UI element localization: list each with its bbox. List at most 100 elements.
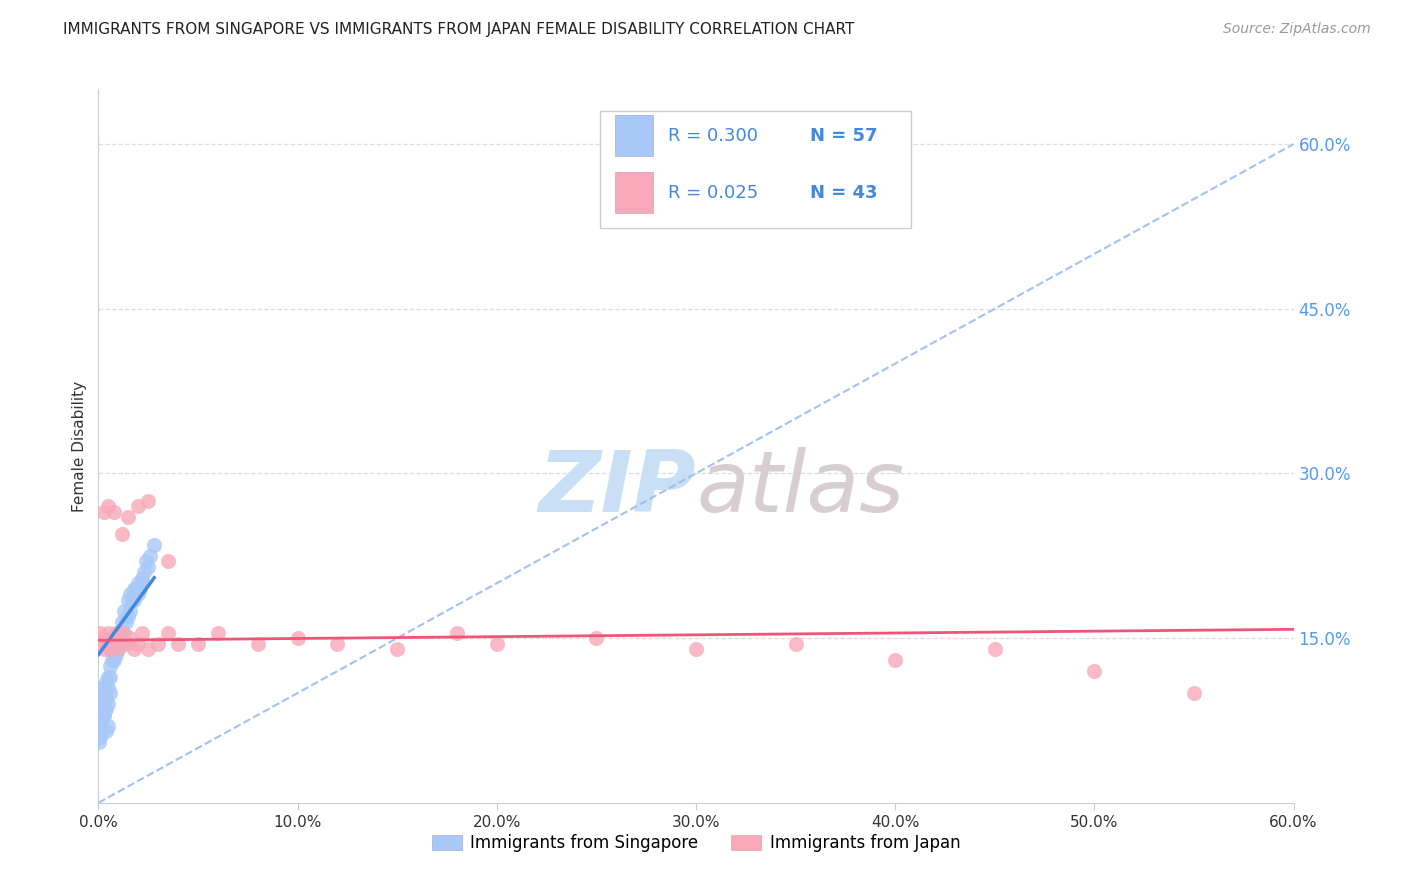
Point	[89, 724, 111, 739]
Text: ZIP: ZIP	[538, 447, 696, 531]
Point	[111, 631, 134, 645]
Point	[135, 554, 157, 568]
Point	[124, 582, 146, 596]
Point	[127, 587, 149, 601]
Point	[148, 637, 170, 651]
Point	[884, 653, 907, 667]
Point	[127, 576, 149, 591]
FancyBboxPatch shape	[614, 115, 652, 156]
Point	[93, 708, 115, 723]
Point	[96, 691, 118, 706]
Point	[207, 625, 229, 640]
Point	[124, 642, 146, 657]
Point	[110, 625, 132, 640]
Point	[129, 582, 152, 596]
Point	[89, 730, 111, 744]
Point	[93, 642, 115, 657]
Text: N = 43: N = 43	[810, 184, 877, 202]
Point	[124, 592, 146, 607]
Point	[96, 724, 118, 739]
Legend: Immigrants from Singapore, Immigrants from Japan: Immigrants from Singapore, Immigrants fr…	[425, 828, 967, 859]
Point	[167, 637, 190, 651]
Point	[685, 642, 707, 657]
Point	[97, 681, 120, 695]
FancyBboxPatch shape	[614, 172, 652, 213]
Point	[134, 566, 156, 580]
Point	[115, 615, 138, 629]
Point	[101, 642, 124, 657]
Point	[105, 625, 128, 640]
Point	[485, 637, 508, 651]
Point	[98, 658, 122, 673]
Y-axis label: Female Disability: Female Disability	[72, 380, 87, 512]
Text: N = 57: N = 57	[810, 127, 877, 145]
Point	[446, 625, 468, 640]
Point	[110, 637, 132, 651]
Point	[107, 642, 129, 657]
Point	[97, 625, 120, 640]
Point	[89, 702, 111, 716]
Point	[105, 648, 128, 662]
Point	[785, 637, 807, 651]
Point	[96, 637, 118, 651]
Point	[90, 714, 112, 728]
Point	[91, 631, 114, 645]
Point	[117, 609, 139, 624]
Point	[93, 708, 115, 723]
Point	[111, 526, 134, 541]
Point	[112, 625, 135, 640]
Point	[246, 637, 269, 651]
Point	[103, 637, 125, 651]
Point	[93, 505, 115, 519]
Point	[101, 653, 124, 667]
Point	[91, 681, 114, 695]
Text: atlas: atlas	[696, 447, 904, 531]
Point	[120, 587, 142, 601]
Point	[157, 625, 180, 640]
Point	[127, 500, 149, 514]
Point	[585, 631, 607, 645]
Point	[136, 559, 159, 574]
Point	[98, 669, 122, 683]
Point	[115, 637, 138, 651]
Text: IMMIGRANTS FROM SINGAPORE VS IMMIGRANTS FROM JAPAN FEMALE DISABILITY CORRELATION: IMMIGRANTS FROM SINGAPORE VS IMMIGRANTS …	[63, 22, 855, 37]
Point	[103, 631, 125, 645]
FancyBboxPatch shape	[600, 111, 911, 228]
Point	[107, 642, 129, 657]
Point	[136, 494, 159, 508]
Point	[105, 637, 128, 651]
Point	[89, 719, 111, 733]
Text: R = 0.025: R = 0.025	[668, 184, 759, 202]
Point	[131, 625, 153, 640]
Point	[143, 538, 166, 552]
Point	[112, 604, 135, 618]
Point	[107, 625, 129, 640]
Point	[101, 637, 124, 651]
Point	[1083, 664, 1105, 678]
Point	[131, 576, 153, 591]
Point	[385, 642, 409, 657]
Point	[91, 691, 114, 706]
Point	[97, 719, 120, 733]
Point	[97, 669, 120, 683]
Point	[111, 615, 134, 629]
Point	[120, 631, 142, 645]
Point	[1182, 686, 1205, 700]
Text: R = 0.300: R = 0.300	[668, 127, 758, 145]
Point	[89, 735, 111, 749]
Point	[103, 505, 125, 519]
Point	[187, 637, 209, 651]
Point	[93, 697, 115, 711]
Point	[120, 604, 142, 618]
Point	[117, 510, 139, 524]
Point	[131, 571, 153, 585]
Point	[91, 714, 114, 728]
Point	[136, 642, 159, 657]
Point	[139, 549, 162, 563]
Point	[287, 631, 309, 645]
Point	[117, 592, 139, 607]
Point	[111, 625, 134, 640]
Point	[97, 500, 120, 514]
Point	[98, 686, 122, 700]
Point	[326, 637, 349, 651]
